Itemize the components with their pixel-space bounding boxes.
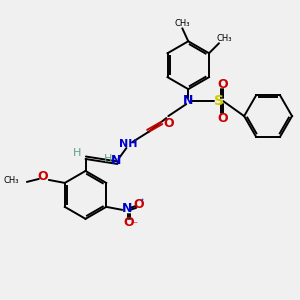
Text: S: S (214, 94, 224, 108)
Text: ⁻: ⁻ (133, 220, 138, 230)
Text: N: N (111, 154, 122, 167)
Text: O: O (217, 78, 227, 91)
Text: H: H (104, 154, 113, 164)
Text: N: N (122, 202, 132, 215)
Text: O: O (163, 117, 174, 130)
Text: H: H (74, 148, 82, 158)
Text: O: O (217, 112, 227, 124)
Text: NH: NH (119, 139, 138, 149)
Text: CH₃: CH₃ (3, 176, 19, 185)
Text: CH₃: CH₃ (216, 34, 232, 43)
Text: CH₃: CH₃ (175, 19, 190, 28)
Text: O: O (123, 216, 134, 229)
Text: O: O (134, 198, 145, 212)
Text: O: O (38, 170, 48, 183)
Text: N: N (183, 94, 194, 106)
Text: ⁺: ⁺ (140, 197, 144, 206)
